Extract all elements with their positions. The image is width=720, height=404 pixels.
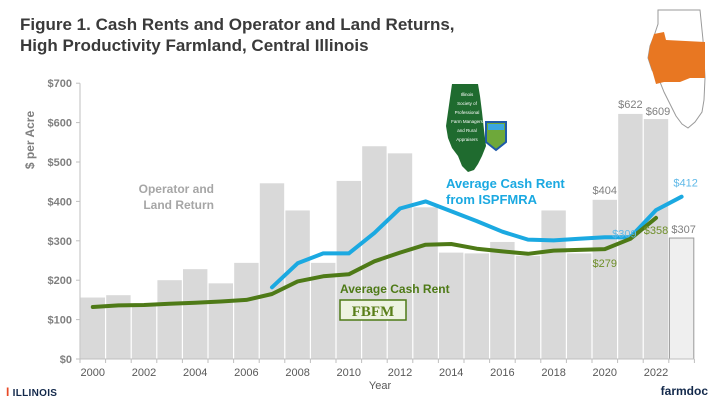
bar-2015 [464,253,489,359]
value-label-2022: $609 [646,106,670,118]
bar-2014 [439,252,464,359]
y-tick-label: $0 [60,354,72,366]
ispfmra-logo-text: Appraisers [456,137,478,142]
y-tick-label: $600 [48,118,72,130]
bar-2004 [183,269,208,359]
y-tick-label: $100 [48,315,72,327]
bars-label-line1: Operator and [139,182,214,196]
bars-label-line2: Land Return [143,198,214,212]
ispfmra-logo-text: Professional [455,110,480,115]
x-tick-label: 2000 [81,367,105,379]
x-tick-label: 2002 [132,367,156,379]
block-i-icon: I [6,385,10,399]
bar-2003 [157,280,182,359]
title-line-2: High Productivity Farmland, Central Illi… [20,36,369,55]
central-illinois-region [648,32,705,84]
x-tick-label: 2014 [439,367,463,379]
bar-2006 [234,262,259,359]
ispfmra-logo-text: Society of [457,101,478,106]
y-axis-title: $ per Acre [23,111,37,170]
x-tick-label: 2020 [593,367,617,379]
bar-2016 [490,241,515,359]
farmdoc-logo: farmdoc [660,384,708,398]
bar-2011 [362,146,387,359]
y-tick-label: $500 [48,157,72,169]
shield-sky [488,124,504,130]
value-label-2021: $622 [618,99,642,111]
fbfm-label: Average Cash Rent [340,282,450,296]
bar-2019 [567,253,592,359]
bar-2020 [592,199,617,359]
value-label-2020: $279 [593,258,617,270]
bar-2002 [131,305,157,359]
value-label-2023: $412 [673,178,697,190]
value-label-2023: $307 [671,224,695,236]
fbfm-cash-rent-line [90,215,658,309]
x-tick-label: 2018 [541,367,565,379]
title-line-1: Figure 1. Cash Rents and Operator and La… [20,15,455,34]
illinois-logo: I ILLINOIS [6,385,57,399]
x-tick-label: 2012 [388,367,412,379]
ispfmra-cash-rent-line [270,194,684,290]
x-tick-label: 2016 [490,367,514,379]
bar-2013 [413,207,438,359]
value-label-2022: $358 [644,225,668,237]
y-tick-label: $200 [48,275,72,287]
x-tick-label: 2010 [337,367,361,379]
bar-2023 [668,237,695,360]
ispfmra-label-line1: Average Cash Rent [446,176,565,191]
bar-2007 [259,183,285,359]
ispfmra-label-line2: from ISPFMRA [446,192,538,207]
x-tick-label: 2008 [285,367,309,379]
bar-2005 [208,283,233,359]
x-tick-label: 2006 [234,367,258,379]
ispfmra-logo-text: Illinois [461,92,474,97]
x-axis-title: Year [369,380,392,392]
y-tick-label: $700 [48,78,72,90]
ispfmra-logo-text: and Rural [457,128,477,133]
bar-2022 [643,119,669,359]
illinois-logo-text: ILLINOIS [12,388,58,399]
y-tick-label: $300 [48,236,72,248]
x-tick-label: 2004 [183,367,207,379]
y-tick-label: $400 [48,196,72,208]
ispfmra-logo-text: Farm Managers [451,119,484,124]
chart-title: Figure 1. Cash Rents and Operator and La… [20,14,455,56]
value-label-2021: $309 [612,228,636,240]
bar-2018 [541,210,566,359]
x-tick-label: 2022 [644,367,668,379]
value-label-2020: $404 [593,185,617,197]
ispfmra-illinois-icon [446,84,486,172]
bar-2017 [515,255,541,359]
fbfm-logo [339,299,407,321]
fbfm-logo-text: FBFM [352,304,395,320]
